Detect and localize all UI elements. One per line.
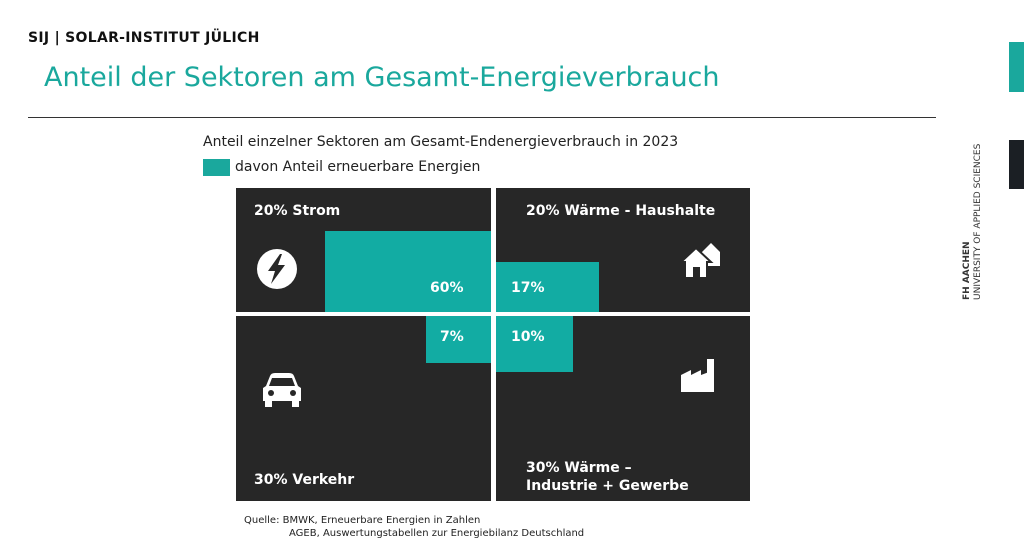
renewable-bar-strom: [325, 231, 491, 312]
dashed-divider: [496, 312, 750, 315]
title-divider: [28, 117, 936, 118]
label-verkehr: 30% Verkehr: [254, 472, 355, 488]
legend-label: davon Anteil erneuerbare Energien: [235, 159, 481, 175]
pct-verkehr: 7%: [440, 329, 464, 345]
pct-strom: 60%: [430, 280, 464, 296]
university-name: FH AACHEN: [962, 241, 972, 300]
lightning-icon: [256, 248, 298, 290]
pct-waerme-haushalte: 17%: [511, 280, 545, 296]
university-label: FH AACHEN UNIVERSITY OF APPLIED SCIENCES: [962, 144, 984, 300]
pct-waerme-industrie: 10%: [511, 329, 545, 345]
factory-icon: [680, 358, 720, 394]
brand-label: SIJ | SOLAR-INSTITUT JÜLICH: [28, 30, 260, 46]
houses-icon: [678, 240, 722, 280]
diagram-subtitle: Anteil einzelner Sektoren am Gesamt-Ende…: [203, 134, 679, 150]
label-waerme-haushalte: 20% Wärme - Haushalte: [526, 203, 716, 219]
label-waerme-industrie: 30% Wärme – Industrie + Gewerbe: [526, 459, 689, 495]
renewable-bar-verkehr: [426, 316, 491, 363]
source-line-1: Quelle: BMWK, Erneuerbare Energien in Za…: [244, 515, 481, 526]
sidebar-accent-dark: [1009, 140, 1024, 189]
renewable-bar-waerme-industrie: [496, 316, 573, 372]
legend-swatch: [203, 159, 230, 176]
label-strom: 20% Strom: [254, 203, 341, 219]
car-icon: [261, 372, 303, 408]
university-subtitle: UNIVERSITY OF APPLIED SCIENCES: [973, 143, 983, 300]
page-title: Anteil der Sektoren am Gesamt-Energiever…: [44, 62, 720, 93]
source-note: Quelle: BMWK, Erneuerbare Energien in Za…: [244, 514, 584, 540]
label-waerme-industrie-line1: 30% Wärme –: [526, 460, 632, 476]
source-line-2: AGEB, Auswertungstabellen zur Energiebil…: [289, 528, 585, 539]
renewable-bar-waerme-haushalte: [496, 262, 599, 312]
label-waerme-industrie-line2: Industrie + Gewerbe: [526, 478, 689, 494]
sidebar-accent-teal: [1009, 42, 1024, 92]
